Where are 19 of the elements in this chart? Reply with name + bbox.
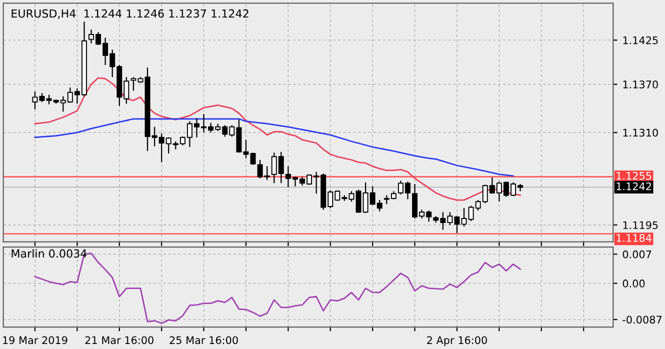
y-tick-label: 0.007 [622,250,652,258]
x-tick-label: 25 Mar 16:00 [170,336,238,344]
candlestick [32,91,38,110]
ref-line-label: 1.1242 [616,182,651,190]
chart-title: EURUSD,H4 1.1244 1.1246 1.1237 1.1242 [12,9,248,19]
chart-title: Marlin 0.0034 [12,249,87,258]
ref-line-label: 1.1255 [616,172,652,180]
y-tick-label: 1.1370 [623,80,658,88]
y-tick-label: 0.00 [622,280,645,288]
y-tick-label: -0.0087 [622,316,662,324]
x-tick-label: 19 Mar 2019 [3,336,68,344]
x-tick-label: 2 Apr 16:00 [427,336,487,346]
line-series [34,118,514,177]
y-tick-label: 1.1310 [623,128,658,137]
y-tick-label: 1.1195 [623,221,658,230]
ref-line-label: 1.1184 [616,234,652,242]
x-tick-label: 21 Mar 16:00 [85,336,154,344]
line-series [34,77,521,201]
y-tick-label: 1.1425 [623,36,658,44]
